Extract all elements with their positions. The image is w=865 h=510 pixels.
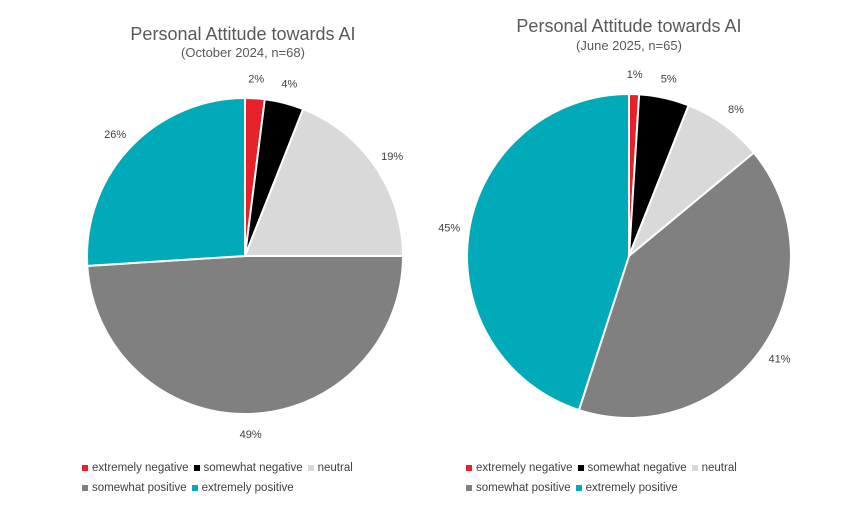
pie-slice-somewhat-positive	[86, 255, 405, 416]
legend-item-extremely-positive: extremely positive	[575, 482, 678, 494]
chart-title: Personal Attitude towards AI	[516, 16, 742, 36]
pie-chart: 1% 5% 8% 41% 45%	[438, 69, 792, 419]
pie-slice-extremely-positive	[466, 92, 630, 412]
data-label-somewhat-negative: 4%	[281, 79, 297, 91]
legend-swatch	[691, 465, 698, 471]
pie-chart: 2% 4% 19% 49% 26%	[85, 73, 405, 441]
legend-item-extremely-negative: extremely negative	[466, 462, 573, 474]
chart-subtitle: (June 2025, n=65)	[576, 38, 682, 53]
legend-label: extremely negative	[476, 462, 573, 474]
legend-row: extremely negative somewhat negative neutr…	[466, 458, 742, 478]
legend-label: neutral	[317, 462, 353, 474]
legend-swatch	[193, 465, 200, 471]
legend-swatch	[577, 465, 584, 471]
legend-item-neutral: neutral	[691, 462, 737, 474]
legend-swatch	[307, 465, 314, 471]
data-label-somewhat-positive: 49%	[240, 429, 262, 441]
legend-label: extremely positive	[201, 482, 294, 494]
legend-row: extremely negative somewhat negative neutr…	[82, 458, 358, 478]
pie-slice-extremely-positive	[85, 96, 246, 267]
legend-item-somewhat-positive: somewhat positive	[82, 482, 187, 494]
legend-swatch	[466, 465, 472, 471]
data-label-extremely-negative: 1%	[627, 69, 643, 81]
data-label-extremely-positive: 45%	[438, 223, 460, 235]
pie-slice-somewhat-positive	[577, 151, 792, 419]
legend-label: extremely positive	[585, 482, 678, 494]
legend-label: neutral	[701, 462, 737, 474]
chart-subtitle: (October 2024, n=68)	[181, 45, 305, 60]
chart-title: Personal Attitude towards AI	[130, 24, 356, 44]
legend-swatch	[575, 485, 582, 491]
data-label-neutral: 19%	[381, 151, 403, 163]
chart-legend: extremely negative somewhat negative neutr…	[466, 458, 742, 498]
data-label-extremely-negative: 2%	[248, 73, 264, 85]
pie-slice-neutral	[243, 107, 405, 257]
legend-item-somewhat-negative: somewhat negative	[577, 462, 687, 474]
legend-label: somewhat negative	[203, 462, 303, 474]
chart-panel-june-2025: Personal Attitude towards AI (June 2025,…	[438, 0, 865, 510]
legend-swatch	[82, 465, 88, 471]
data-label-somewhat-positive: 41%	[768, 353, 790, 365]
data-label-somewhat-negative: 5%	[661, 73, 677, 85]
legend-label: somewhat positive	[476, 482, 571, 494]
data-label-neutral: 8%	[728, 104, 744, 116]
legend-item-somewhat-negative: somewhat negative	[193, 462, 303, 474]
legend-item-extremely-negative: extremely negative	[82, 462, 189, 474]
legend-swatch	[82, 485, 88, 491]
legend-row: somewhat positive extremely positive	[466, 478, 742, 498]
legend-row: somewhat positive extremely positive	[82, 478, 358, 498]
legend-label: somewhat negative	[587, 462, 687, 474]
legend-item-neutral: neutral	[307, 462, 353, 474]
legend-label: somewhat positive	[92, 482, 187, 494]
legend-item-somewhat-positive: somewhat positive	[466, 482, 571, 494]
legend-swatch	[191, 485, 198, 491]
chart-panel-october-2024: Personal Attitude towards AI (October 20…	[82, 24, 405, 498]
legend-swatch	[466, 485, 472, 491]
legend-item-extremely-positive: extremely positive	[191, 482, 294, 494]
legend-label: extremely negative	[92, 462, 189, 474]
chart-legend: extremely negative somewhat negative neutr…	[82, 458, 358, 498]
data-label-extremely-positive: 26%	[104, 129, 126, 141]
